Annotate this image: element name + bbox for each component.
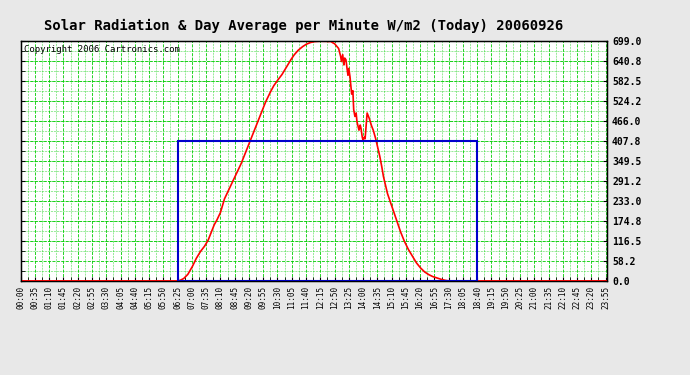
Text: Copyright 2006 Cartronics.com: Copyright 2006 Cartronics.com — [23, 45, 179, 54]
Bar — [177, 141, 477, 281]
Text: Solar Radiation & Day Average per Minute W/m2 (Today) 20060926: Solar Radiation & Day Average per Minute… — [44, 19, 563, 33]
